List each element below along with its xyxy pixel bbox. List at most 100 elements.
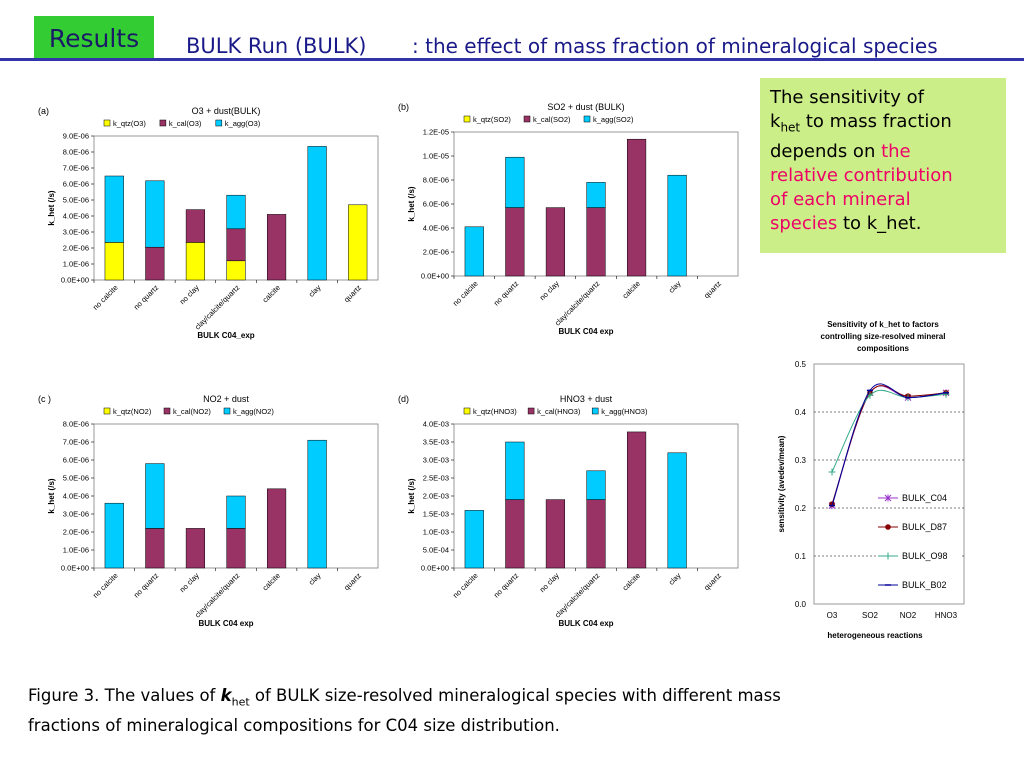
bar-segment bbox=[226, 495, 246, 529]
note-hl4: species bbox=[770, 212, 838, 234]
legend-label: k_qtz(O3) bbox=[113, 119, 146, 128]
y-tick-label: 3.0E-06 bbox=[63, 228, 89, 237]
y-tick-label: 0.0E+00 bbox=[421, 272, 449, 281]
bar-segment bbox=[586, 207, 606, 277]
bar-segment bbox=[226, 194, 246, 230]
bar-segment bbox=[145, 463, 165, 529]
x-tick-label: no quartz bbox=[492, 571, 521, 600]
x-tick-label: no clay bbox=[178, 283, 201, 306]
x-tick-label: no calcite bbox=[451, 279, 480, 308]
bar-segment bbox=[145, 246, 165, 281]
legend-swatch bbox=[223, 407, 231, 415]
y-tick-label: 2.5E-03 bbox=[423, 474, 449, 483]
bar-segment bbox=[226, 260, 246, 281]
y-tick-label: 0.5 bbox=[795, 360, 807, 369]
note-line3: depends on bbox=[770, 140, 882, 162]
series-bulk-b02 bbox=[829, 383, 949, 507]
chart-no2: (c ) NO2 + dust k_qtz(NO2) k_cal(NO2) k_agg(… bbox=[30, 388, 380, 638]
y-tick-label: 1.0E-06 bbox=[63, 546, 89, 555]
chart-svg: Sensitivity of k_het to factors controlli… bbox=[777, 320, 965, 640]
bar-segment bbox=[226, 228, 246, 262]
y-axis-label: sensitivity (avedev/mean) bbox=[777, 435, 786, 532]
y-tick-label: 8.0E-06 bbox=[423, 176, 449, 185]
legend-swatch bbox=[527, 407, 535, 415]
x-tick-label: calcite bbox=[261, 283, 282, 304]
y-tick-label: 7.0E-06 bbox=[63, 164, 89, 173]
legend-label: BULK_B02 bbox=[902, 580, 947, 590]
data-point bbox=[828, 468, 836, 476]
y-tick-label: 4.0E-06 bbox=[423, 224, 449, 233]
bar-segment bbox=[185, 242, 206, 281]
results-badge: Results bbox=[34, 16, 154, 60]
bar-segment bbox=[626, 431, 647, 569]
note-hl3: of each mineral bbox=[770, 188, 911, 210]
note-end: to k_het. bbox=[837, 212, 922, 234]
slide-title: BULK Run (BULK) bbox=[186, 34, 367, 58]
chart-hno3: (d) HNO3 + dust k_qtz(HNO3) k_cal(HNO3) k_ag… bbox=[390, 388, 740, 638]
legend: k_qtz(SO2) k_cal(SO2) k_agg(SO2) bbox=[463, 115, 634, 124]
bar-segment bbox=[505, 156, 525, 208]
x-tick-label: quartz bbox=[702, 571, 723, 592]
x-axis-label: heterogeneous reactions bbox=[827, 631, 923, 640]
chart-svg: (c ) NO2 + dust k_qtz(NO2) k_cal(NO2) k_agg(… bbox=[38, 394, 379, 628]
x-tick-label: no quartz bbox=[492, 279, 521, 308]
caption-k: k bbox=[220, 686, 232, 705]
legend: k_qtz(O3) k_cal(O3) k_agg(O3) bbox=[103, 119, 261, 128]
y-tick-label: 0.1 bbox=[795, 552, 807, 561]
x-tick-label: clay bbox=[667, 571, 683, 587]
x-axis-label: BULK C04 exp bbox=[558, 327, 613, 336]
x-tick-label: SO2 bbox=[862, 611, 879, 620]
x-tick-label: HNO3 bbox=[935, 611, 958, 620]
bar-segment bbox=[145, 180, 165, 248]
x-tick-label: calcite bbox=[621, 571, 642, 592]
legend-label: k_qtz(NO2) bbox=[113, 407, 152, 416]
y-tick-label: 2.0E-06 bbox=[423, 248, 449, 257]
bar-segment bbox=[307, 439, 327, 569]
y-tick-label: 8.0E-06 bbox=[63, 420, 89, 429]
panel-label: (d) bbox=[398, 394, 409, 404]
y-axis-label: k_het (/s) bbox=[407, 478, 416, 513]
bar-segment bbox=[226, 528, 246, 569]
legend-label: k_agg(HNO3) bbox=[601, 407, 648, 416]
y-tick-label: 0.2 bbox=[795, 504, 807, 513]
y-tick-label: 0.0E+00 bbox=[61, 276, 89, 285]
y-tick-label: 3.0E-06 bbox=[63, 510, 89, 519]
bar-segment bbox=[505, 441, 525, 500]
x-axis-label: BULK C04_exp bbox=[197, 331, 254, 340]
y-tick-label: 0.4 bbox=[795, 408, 807, 417]
chart-title-line: Sensitivity of k_het to factors bbox=[827, 320, 939, 329]
legend-swatch bbox=[103, 119, 111, 127]
y-tick-label: 4.0E-06 bbox=[63, 212, 89, 221]
legend-label: k_cal(SO2) bbox=[533, 115, 571, 124]
legend-label: k_qtz(SO2) bbox=[473, 115, 511, 124]
legend-swatch bbox=[583, 115, 591, 123]
legend: k_qtz(HNO3) k_cal(HNO3) k_agg(HNO3) bbox=[463, 407, 648, 416]
legend-label: k_agg(SO2) bbox=[593, 115, 634, 124]
x-tick-label: calcite bbox=[621, 279, 642, 300]
y-tick-label: 6.0E-06 bbox=[423, 200, 449, 209]
slide-subtitle: : the effect of mass fraction of mineral… bbox=[412, 34, 938, 58]
bar-segment bbox=[348, 204, 368, 281]
legend-swatch bbox=[591, 407, 599, 415]
y-axis-label: k_het (/s) bbox=[47, 478, 56, 513]
chart-title: O3 + dust(BULK) bbox=[192, 106, 261, 116]
chart-title-line: controlling size-resolved mineral bbox=[821, 332, 946, 341]
chart-o3: (a) O3 + dust(BULK) k_qtz(O3) k_cal(O3) k_ag… bbox=[30, 100, 380, 350]
note-hl2: relative contribution bbox=[770, 164, 953, 186]
chart-sensitivity: Sensitivity of k_het to factors controlli… bbox=[762, 316, 972, 646]
data-point bbox=[885, 524, 891, 530]
legend-bg bbox=[876, 577, 962, 591]
data-point bbox=[942, 390, 950, 398]
y-tick-label: 1.0E-06 bbox=[63, 260, 89, 269]
x-tick-label: clay bbox=[307, 283, 323, 299]
note-k: k bbox=[770, 111, 781, 132]
chart-title-line: compositions bbox=[857, 344, 910, 353]
x-tick-label: quartz bbox=[342, 571, 363, 592]
legend-label: BULK_C04 bbox=[902, 493, 947, 503]
bar-segment bbox=[266, 214, 287, 281]
bar-segment bbox=[545, 499, 566, 569]
caption-p1: Figure 3. The values of bbox=[28, 686, 221, 705]
bar-segment bbox=[505, 207, 525, 277]
y-axis-label: k_het (/s) bbox=[407, 186, 416, 221]
bar-segment bbox=[586, 470, 606, 500]
